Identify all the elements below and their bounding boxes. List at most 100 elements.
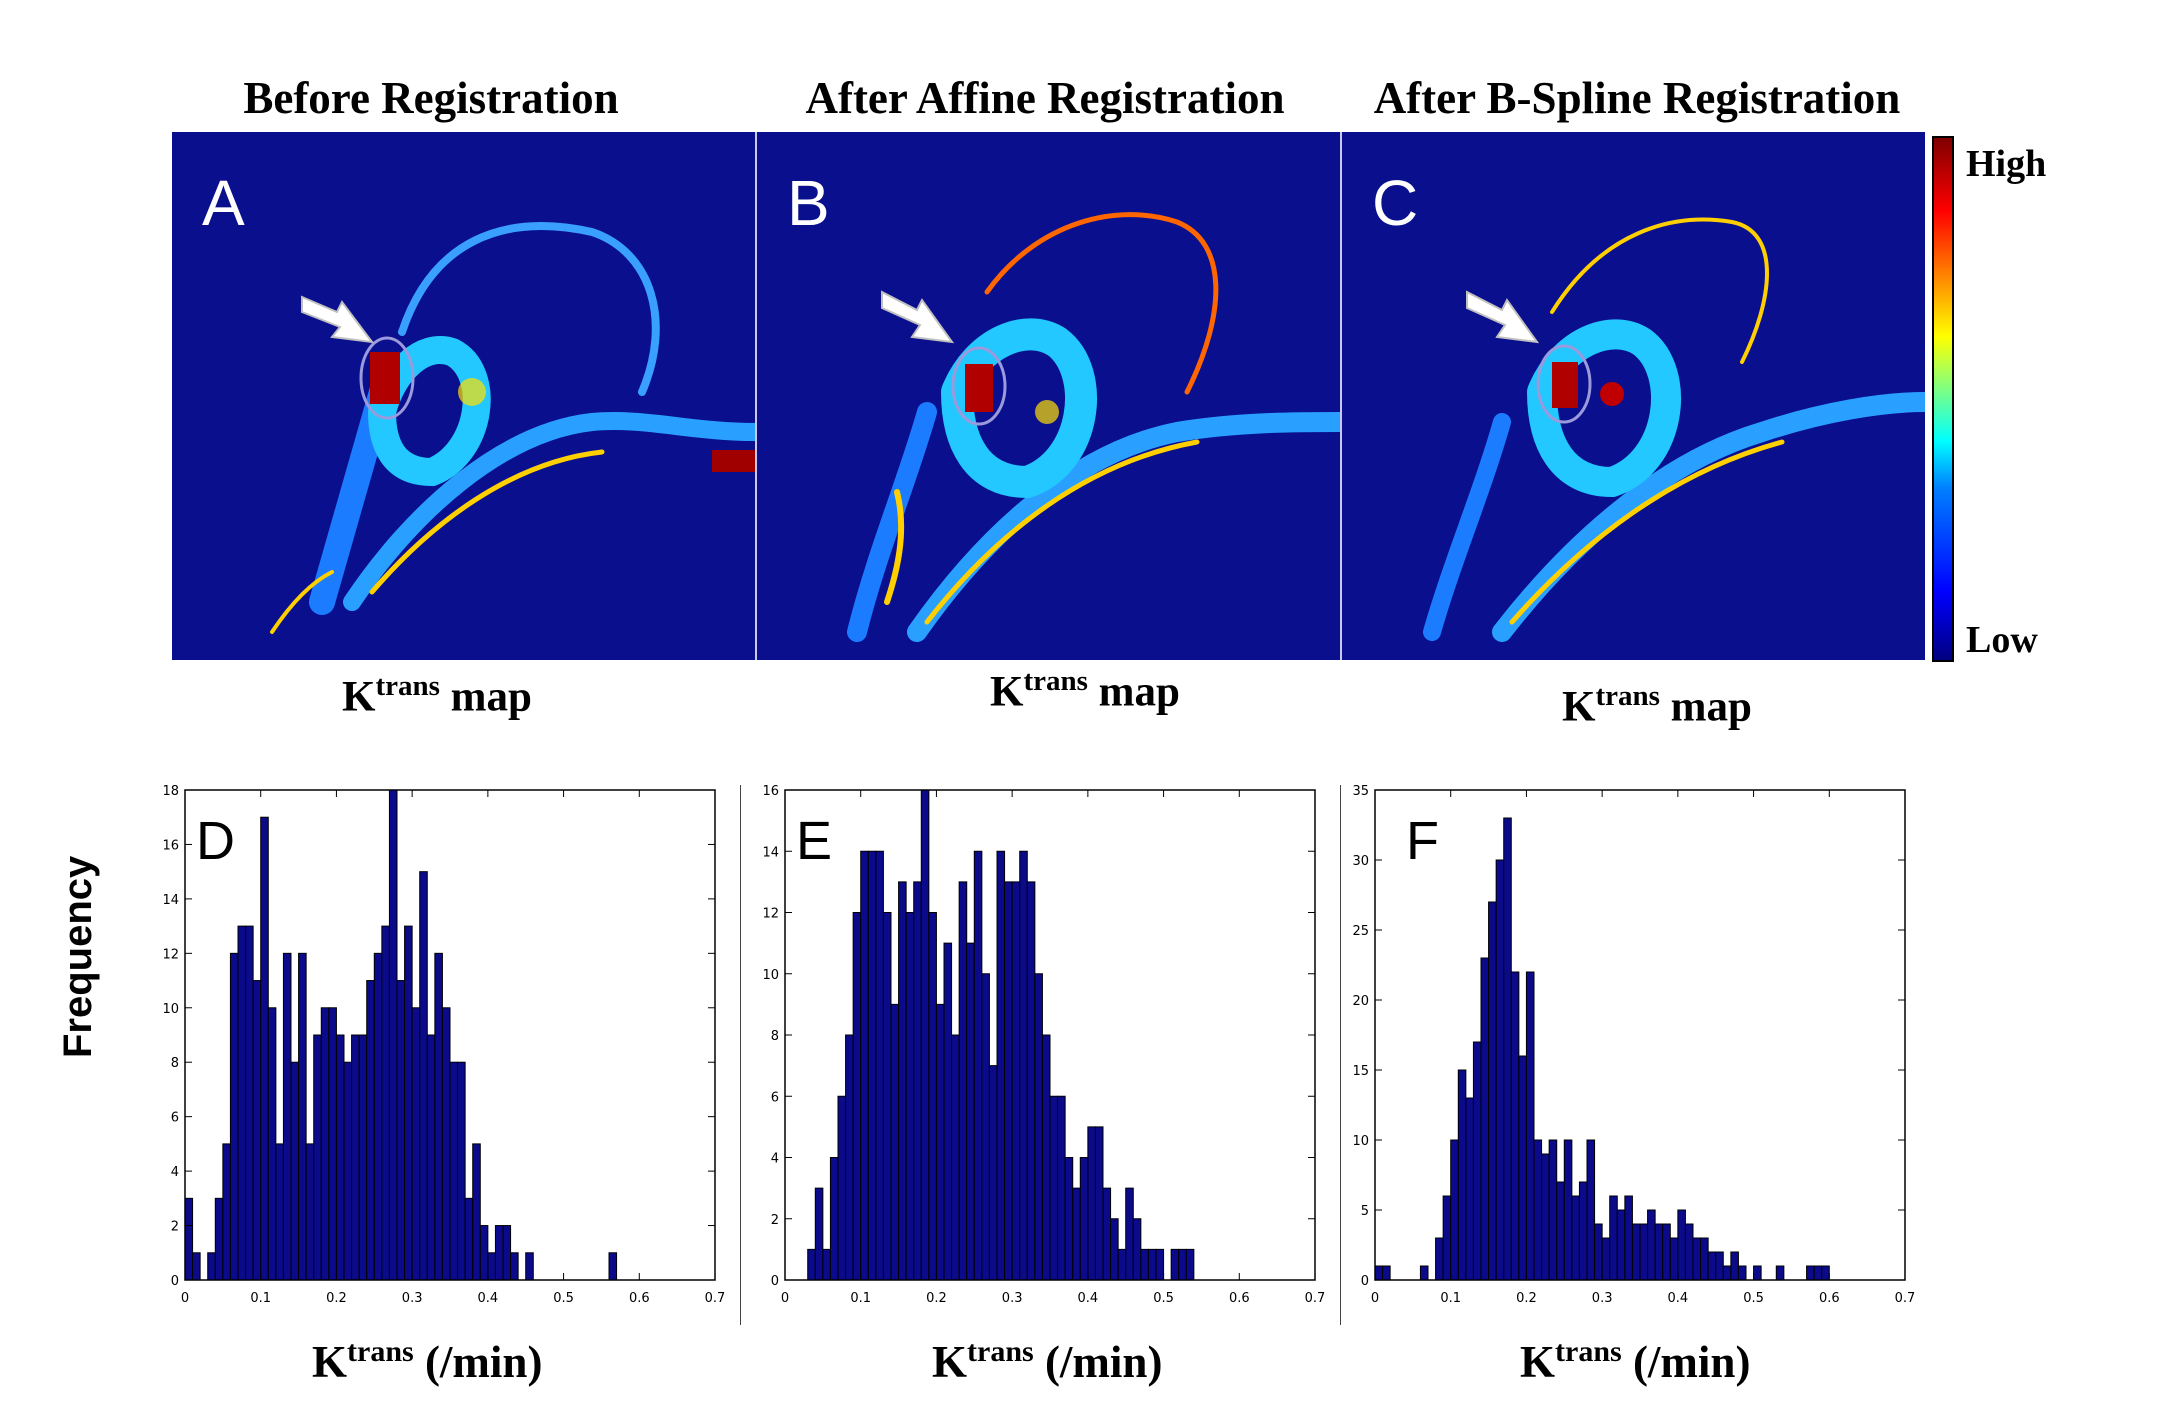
histogram-bar <box>1775 1265 1785 1281</box>
histogram-bar <box>1692 1237 1702 1281</box>
histogram-bar <box>898 881 907 1281</box>
histogram-bar <box>494 1225 504 1281</box>
ktrans-map-a: A <box>172 132 755 660</box>
x-tick-label: 0.7 <box>1895 1291 1916 1306</box>
y-tick-label: 4 <box>171 1165 179 1180</box>
y-tick-label: 8 <box>771 1029 779 1044</box>
histogram-bar <box>1419 1265 1429 1281</box>
xlabel-sup: trans <box>1555 1335 1622 1368</box>
histogram-bar <box>988 1065 998 1281</box>
colorbar-low-label: Low <box>1966 619 2038 661</box>
histogram-bar <box>502 1225 512 1281</box>
xlabel-unit: (/min) <box>1632 1337 1751 1387</box>
panel-c-title: After B-Spline Registration <box>1373 73 1901 123</box>
x-tick-label: 0 <box>781 1291 789 1306</box>
histogram-bar <box>184 1197 194 1281</box>
y-tick-label: 30 <box>1352 854 1369 869</box>
caption-k: K <box>990 668 1024 716</box>
histogram-bar <box>1442 1195 1452 1281</box>
panel-letter-f: F <box>1406 811 1439 871</box>
y-tick-label: 15 <box>1352 1064 1369 1079</box>
histogram-bar <box>525 1252 534 1281</box>
histogram-bar <box>913 881 922 1281</box>
histogram-bar <box>1132 1218 1142 1281</box>
histogram-bar <box>1472 1041 1482 1281</box>
x-tick-label: 0.5 <box>1743 1291 1764 1306</box>
histogram-bar <box>404 925 413 1281</box>
histogram-bar <box>951 1034 960 1281</box>
histogram-bar <box>222 1143 231 1281</box>
histogram-bar <box>814 1187 824 1281</box>
histogram-bar <box>1117 1248 1127 1281</box>
histogram-bar <box>411 1007 421 1281</box>
histogram-bar <box>1639 1223 1649 1281</box>
x-tick-label: 0.4 <box>1668 1291 1689 1306</box>
histogram-bar <box>229 952 239 1281</box>
histogram-bar <box>1715 1251 1724 1281</box>
histogram-bar <box>343 1061 353 1281</box>
map-c-graphic <box>1423 217 1925 642</box>
histogram-bar <box>890 1003 900 1281</box>
caption-k: K <box>342 673 376 721</box>
panel-letter-c: C <box>1372 167 1419 239</box>
histogram-bar <box>305 1143 315 1281</box>
histogram-bar <box>1155 1248 1165 1281</box>
histogram-bar <box>313 1034 322 1281</box>
histogram-bar <box>1374 1265 1384 1281</box>
histogram-bar <box>1669 1237 1679 1281</box>
histogram-bar <box>366 980 375 1281</box>
y-tick-label: 10 <box>1352 1134 1369 1149</box>
histogram-bar <box>479 1225 489 1281</box>
histogram-bar <box>260 816 269 1281</box>
histogram-bar <box>1382 1265 1391 1281</box>
y-tick-label: 35 <box>1352 785 1369 799</box>
xlabel-k: K <box>1520 1337 1556 1387</box>
histogram-bar <box>335 1034 345 1281</box>
histogram-divider <box>1340 785 1341 1325</box>
histogram-bar <box>1072 1187 1081 1281</box>
histogram-d: 0 0.1 0.2 0.3 0.4 0.5 0.6 0.7 0 2 4 6 8 10 12 14 16 18 <box>162 785 725 1306</box>
x-tick-label: 0.3 <box>1002 1291 1023 1306</box>
x-tick-label: 0.4 <box>1078 1291 1099 1306</box>
x-tick-label: 0.2 <box>926 1291 947 1306</box>
histogram-bar <box>1110 1218 1119 1281</box>
histogram-bar <box>1170 1248 1180 1281</box>
histogram-bar <box>1730 1251 1739 1281</box>
y-tick-label: 6 <box>171 1111 179 1126</box>
histogram-bar <box>1647 1209 1656 1281</box>
histogram-bar <box>320 1007 330 1281</box>
caption-sup: trans <box>1595 680 1660 712</box>
histogram-bar <box>441 1007 451 1281</box>
histogram-bar <box>822 1248 831 1281</box>
x-axis-label-e: Ktrans (/min) <box>932 1335 1162 1388</box>
histogram-bar <box>351 1034 360 1281</box>
histogram-bar <box>214 1197 224 1281</box>
panel-letter-b: B <box>787 167 830 239</box>
histogram-bar <box>837 1095 847 1281</box>
y-tick-label: 25 <box>1352 924 1369 939</box>
histogram-bar <box>1102 1187 1112 1281</box>
histogram-bar <box>905 912 915 1281</box>
histogram-bar <box>1707 1251 1717 1281</box>
y-tick-label: 0 <box>1361 1274 1369 1289</box>
histogram-bar <box>1041 1034 1051 1281</box>
histogram-bar <box>807 1248 816 1281</box>
histogram-bar <box>1753 1265 1762 1281</box>
histogram-bar <box>1435 1237 1444 1281</box>
panel-b-title: After Affine Registration <box>805 73 1285 123</box>
x-tick-label: 0.6 <box>1229 1291 1250 1306</box>
histogram-bar <box>1503 817 1512 1281</box>
x-axis-label-f: Ktrans (/min) <box>1520 1335 1750 1388</box>
histogram-bar <box>1821 1265 1830 1281</box>
y-tick-label: 16 <box>162 838 179 853</box>
caption-map: map <box>1098 668 1180 716</box>
histogram-e: 0 0.1 0.2 0.3 0.4 0.5 0.6 0.7 0 2 4 6 8 10 12 14 16 <box>762 785 1325 1306</box>
xlabel-sup: trans <box>347 1335 414 1368</box>
y-tick-label: 2 <box>771 1213 779 1228</box>
histogram-bar <box>487 1252 496 1281</box>
histogram-bar <box>207 1252 216 1281</box>
y-tick-label: 10 <box>162 1002 179 1017</box>
y-tick-label: 14 <box>762 845 779 860</box>
histogram-bar <box>1662 1223 1671 1281</box>
histogram-bar <box>996 850 1006 1281</box>
